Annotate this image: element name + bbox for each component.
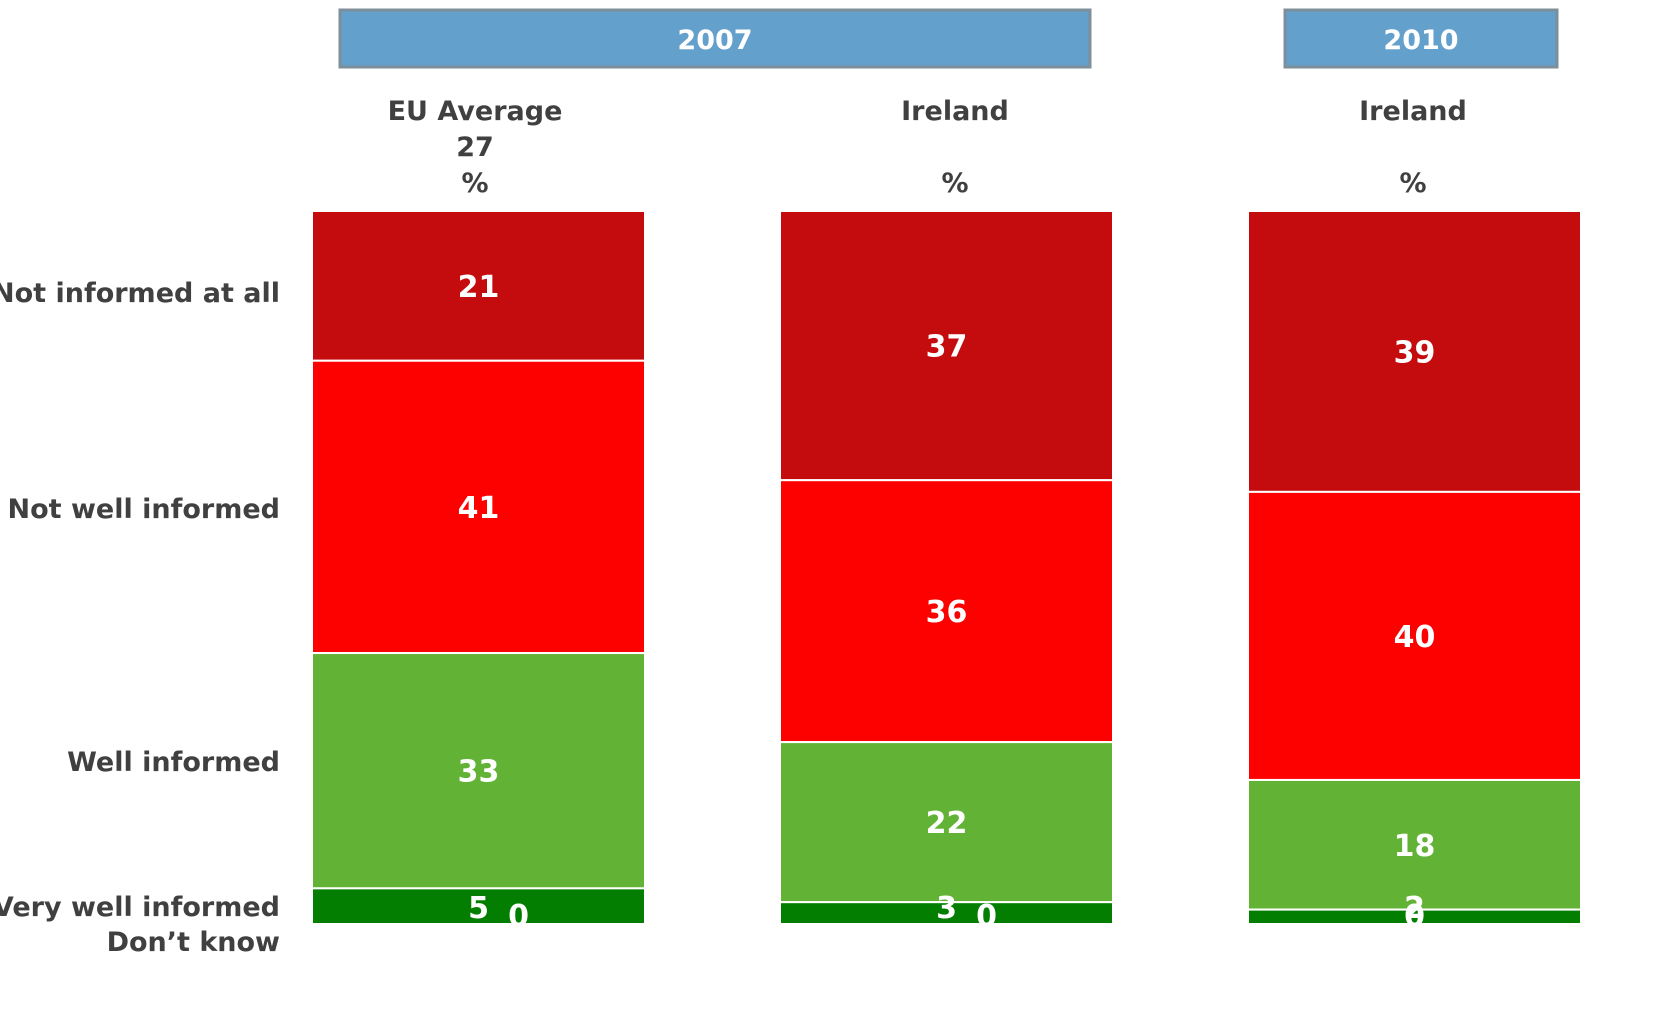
column-header-name: Ireland <box>901 96 1009 127</box>
group-header-label: 2007 <box>677 25 752 56</box>
legend-label: Don’t know <box>107 927 280 958</box>
bar-segment <box>779 901 1114 925</box>
bar-segment <box>1247 778 1582 911</box>
legend-label: Not well informed <box>8 494 280 525</box>
data-label: 39 <box>1394 335 1436 370</box>
legend-label: Well informed <box>67 747 280 778</box>
bar-segment <box>1247 908 1582 925</box>
group-header-label: 2010 <box>1383 25 1458 56</box>
bar-segment <box>311 887 646 925</box>
data-label: 40 <box>1394 620 1436 655</box>
column-header-name: Ireland <box>1359 96 1467 127</box>
data-label: 0 <box>1404 899 1425 934</box>
data-label: 5 <box>468 891 489 926</box>
legend-label: Not informed at all <box>0 278 280 309</box>
data-label: 3 <box>936 891 957 926</box>
data-label: 18 <box>1394 829 1436 864</box>
data-label: 33 <box>458 755 500 790</box>
bar-segment <box>311 652 646 890</box>
bar-segment <box>311 210 646 362</box>
bar-segment <box>1247 210 1582 493</box>
column-header-unit: % <box>941 168 968 199</box>
data-label: 0 <box>976 899 997 934</box>
column-header-subtitle: 27 <box>456 132 494 163</box>
bar-segment <box>779 210 1114 482</box>
data-label: 2 <box>1404 891 1425 926</box>
group-header-2007 <box>338 8 1092 69</box>
data-label: 21 <box>458 270 500 305</box>
data-label: 37 <box>926 330 968 365</box>
legend-label: Very well informed <box>0 892 280 923</box>
data-label: 22 <box>926 806 968 841</box>
bar-segment <box>779 479 1114 744</box>
data-label: 41 <box>458 491 500 526</box>
group-header-2010 <box>1283 8 1559 69</box>
bar-segment <box>311 359 646 655</box>
column-header-unit: % <box>1399 168 1426 199</box>
column-header-name: EU Average <box>388 96 563 127</box>
data-label: 0 <box>508 899 529 934</box>
data-label: 36 <box>926 595 968 630</box>
column-header-unit: % <box>461 168 488 199</box>
